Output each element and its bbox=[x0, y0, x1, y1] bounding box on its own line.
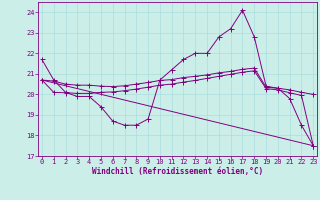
X-axis label: Windchill (Refroidissement éolien,°C): Windchill (Refroidissement éolien,°C) bbox=[92, 167, 263, 176]
